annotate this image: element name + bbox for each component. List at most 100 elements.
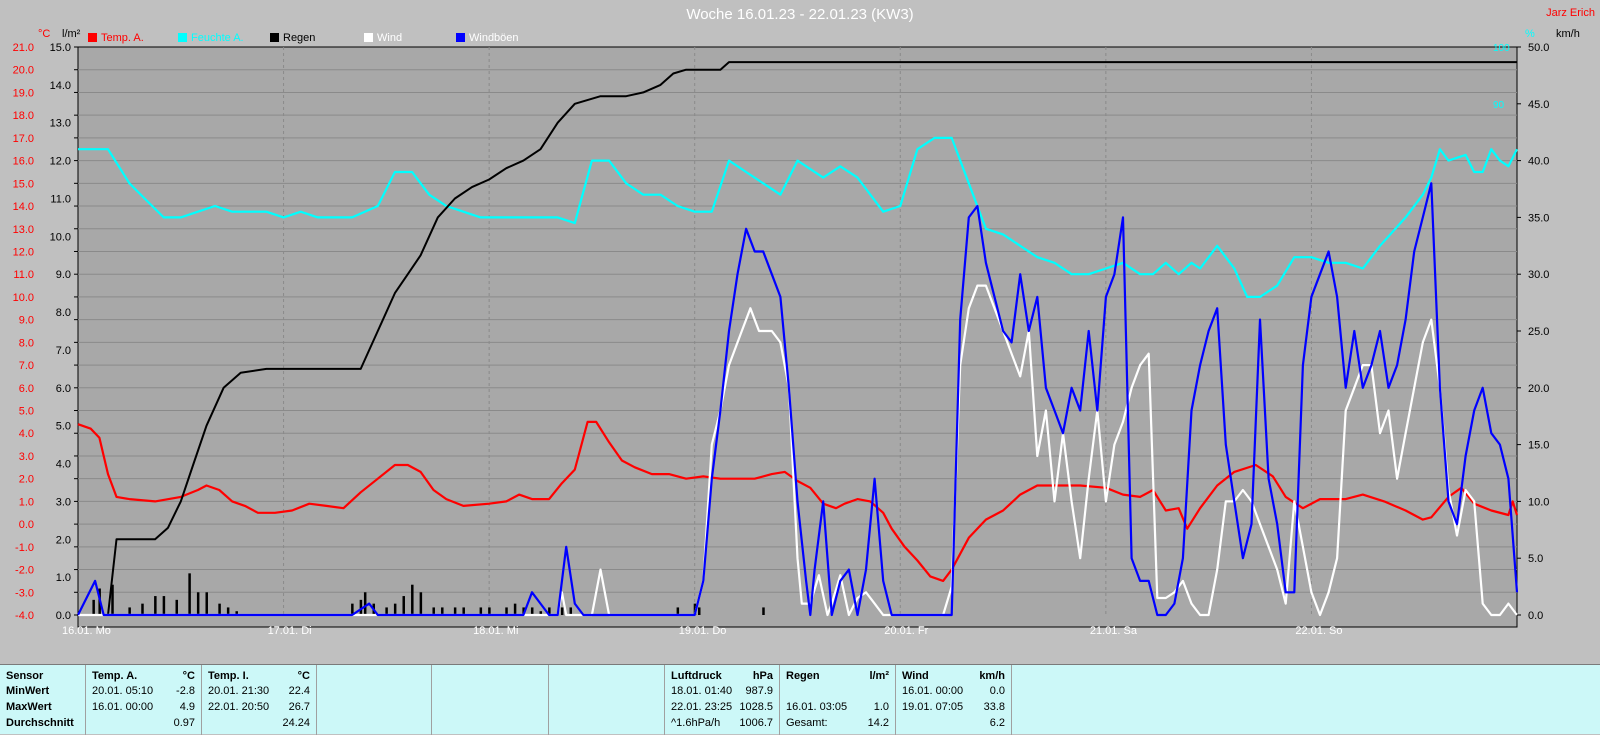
rain-bar — [218, 603, 221, 615]
sensor-header: Sensor — [6, 670, 44, 682]
wind-tick-label: 30.0 — [1528, 269, 1549, 281]
temp-tick-label: 17.0 — [13, 133, 34, 145]
temp-i-title: Temp. I. — [208, 670, 249, 682]
rain-bar — [235, 611, 238, 615]
temp-tick-label: 14.0 — [13, 201, 34, 213]
temp-tick-label: 15.0 — [13, 178, 34, 190]
temp-tick-label: 6.0 — [19, 383, 34, 395]
wind-tick-label: 35.0 — [1528, 212, 1549, 224]
temp-i-min-time: 20.01. 21:30 — [208, 685, 270, 697]
statistics-panel: Sensor MinWert MaxWert Durchschnitt Temp… — [0, 664, 1600, 735]
legend-swatch — [178, 33, 187, 42]
luftdruck-title: Luftdruck — [671, 670, 722, 682]
wind-tick-label: 15.0 — [1528, 440, 1549, 452]
temp-tick-label: 5.0 — [19, 406, 34, 418]
rain-bar — [513, 603, 517, 615]
temp-tick-label: 8.0 — [19, 337, 34, 349]
temp-tick-label: -3.0 — [15, 587, 34, 599]
legend-label: Wind — [377, 32, 402, 44]
legend-swatch — [88, 33, 97, 42]
x-tick-label: 19.01. Do — [679, 625, 727, 637]
temp-tick-label: -2.0 — [15, 565, 34, 577]
stats-sensor-col: Sensor MinWert MaxWert Durchschnitt — [0, 665, 86, 735]
wind-max-time: 19.01. 07:05 — [902, 701, 964, 713]
temp-i-avg-value: 24.24 — [282, 717, 310, 729]
rain-bar — [697, 607, 701, 615]
series-temp-a — [77, 420, 1519, 583]
rain-bar — [111, 584, 114, 615]
wind-tick-label: 20.0 — [1528, 383, 1549, 395]
rain-bar — [462, 607, 465, 615]
x-tick-label: 20.01. Fr — [884, 625, 928, 637]
rain-bar — [693, 603, 697, 615]
temp-tick-label: 18.0 — [13, 110, 34, 122]
rain-bar — [522, 607, 525, 615]
wind-tick-label: 45.0 — [1528, 99, 1549, 111]
wind-tick-label: 50.0 — [1528, 42, 1549, 54]
rain-bar — [141, 603, 144, 615]
rain-bar — [226, 607, 230, 615]
rain-tick-label: 14.0 — [50, 80, 71, 92]
rain-bar — [762, 607, 765, 615]
series-lines — [77, 61, 1519, 617]
x-tick-label: 17.01. Di — [268, 625, 312, 637]
wind-avg-value: 6.2 — [989, 717, 1005, 729]
rain-bar — [393, 603, 397, 615]
temp-a-unit: °C — [182, 670, 195, 682]
legend-swatch — [270, 33, 279, 42]
x-tick-label: 21.01. Sa — [1090, 625, 1138, 637]
weather-chart-svg: 21.0 20.0 19.0 18.0 17.0 16.0 15.0 14.0 13.0 12.0… — [12, 6, 1595, 637]
legend-label: Regen — [283, 32, 315, 44]
rain-tick-label: 9.0 — [56, 269, 71, 281]
rain-tick-label: 12.0 — [50, 156, 71, 168]
wind-min-time: 16.01. 00:00 — [902, 685, 964, 697]
minwert-label: MinWert — [6, 685, 50, 697]
rain-bar — [175, 599, 179, 615]
rain-tick-label: 1.0 — [56, 572, 71, 584]
rain-bar — [363, 592, 367, 615]
rain-bar — [432, 607, 435, 615]
stats-regen: Regen l/m² 16.01. 03:05 1.0 Gesamt: 14.2 — [780, 665, 896, 735]
temp-tick-label: 11.0 — [13, 269, 34, 281]
legend-swatch — [364, 33, 373, 42]
luftdruck-min-value: 987.9 — [745, 685, 773, 697]
rain-bar — [530, 607, 534, 615]
temp-a-title: Temp. A. — [92, 670, 138, 682]
x-tick-label: 22.01. So — [1295, 625, 1342, 637]
temp-a-max-time: 16.01. 00:00 — [92, 701, 154, 713]
rain-tick-label: 0.0 — [56, 610, 71, 622]
weather-chart: 21.0 20.0 19.0 18.0 17.0 16.0 15.0 14.0 13.0 12.0… — [12, 6, 1595, 637]
temp-i-max-time: 22.01. 20:50 — [208, 701, 270, 713]
temp-tick-label: 9.0 — [19, 315, 34, 327]
rain-bars — [92, 573, 765, 615]
temp-axis-unit: °C — [38, 28, 50, 40]
rain-bar — [205, 592, 208, 615]
author-label: Jarz Erich — [1546, 7, 1595, 19]
temp-tick-label: 21.0 — [13, 42, 34, 54]
x-tick-label: 18.01. Mi — [473, 625, 518, 637]
temp-tick-label: 7.0 — [19, 360, 34, 372]
rain-bar — [162, 596, 166, 615]
rain-bar — [560, 607, 564, 615]
luftdruck-max-value: 1028.5 — [739, 701, 773, 713]
rain-bar — [385, 607, 388, 615]
temp-tick-label: 20.0 — [13, 65, 34, 77]
regen-max-time: 16.01. 03:05 — [786, 701, 848, 713]
temp-tick-label: 3.0 — [19, 451, 34, 463]
temp-tick-label: 10.0 — [13, 292, 34, 304]
wind-tick-label: 25.0 — [1528, 326, 1549, 338]
legend-label: Feuchte A. — [191, 32, 244, 44]
rain-tick-label: 13.0 — [50, 118, 71, 130]
regen-unit: l/m² — [869, 670, 889, 682]
temp-tick-label: -1.0 — [15, 542, 34, 554]
temp-i-unit: °C — [297, 670, 310, 682]
rain-bar — [359, 599, 363, 615]
regen-max-value: 1.0 — [873, 701, 889, 713]
wind-title: Wind — [902, 670, 929, 682]
stats-empty-1 — [317, 665, 432, 735]
temp-a-avg-value: 0.97 — [173, 717, 195, 729]
temp-i-min-value: 22.4 — [288, 685, 310, 697]
axes: 21.0 20.0 19.0 18.0 17.0 16.0 15.0 14.0 13.0 12.0… — [13, 42, 1550, 637]
temp-a-max-value: 4.9 — [179, 701, 195, 713]
chart-title: Woche 16.01.23 - 22.01.23 (KW3) — [686, 6, 913, 23]
